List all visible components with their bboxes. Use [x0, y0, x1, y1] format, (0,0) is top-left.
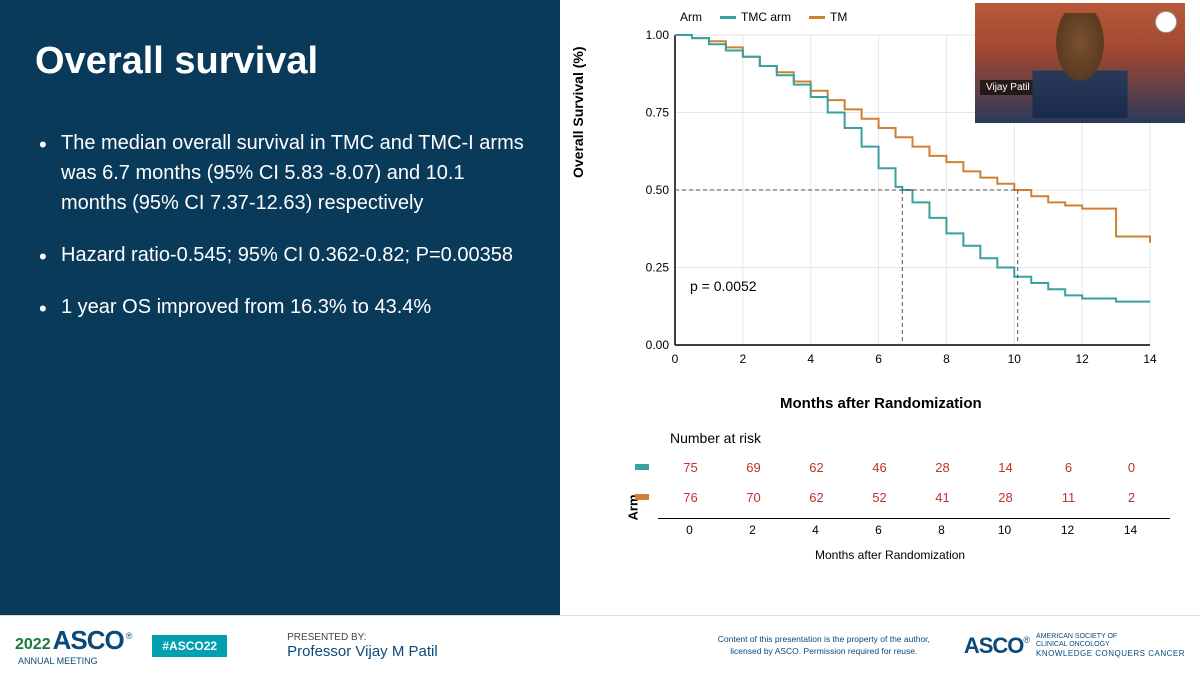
svg-text:4: 4 [807, 352, 814, 366]
reg-mark: ® [126, 631, 133, 641]
footer: 2022 ASCO ® ANNUAL MEETING #ASCO22 PRESE… [0, 615, 1200, 675]
legend-swatch [809, 16, 825, 19]
slide-title: Overall survival [35, 40, 532, 83]
presented-by: PRESENTED BY: Professor Vijay M Patil [287, 632, 438, 660]
presenter-video: Vijay Patil [975, 3, 1185, 123]
chart-legend: Arm TMC arm TM [680, 10, 847, 24]
badge-icon [1155, 11, 1177, 33]
footer-year: 2022 [15, 636, 51, 654]
svg-text:0.75: 0.75 [646, 106, 670, 120]
disclaimer: Content of this presentation is the prop… [704, 634, 944, 656]
presented-by-name: Professor Vijay M Patil [287, 643, 438, 660]
svg-text:0.25: 0.25 [646, 261, 670, 275]
asco-logo: 2022 ASCO ® [15, 625, 132, 656]
risk-table-title: Number at risk [670, 430, 761, 446]
svg-text:1.00: 1.00 [646, 30, 670, 42]
x-axis-label: Months after Randomization [780, 395, 982, 412]
footer-logo-block: 2022 ASCO ® ANNUAL MEETING [15, 625, 132, 666]
bullet-item: The median overall survival in TMC and T… [35, 128, 532, 218]
svg-text:6: 6 [875, 352, 882, 366]
footer-brand: ASCO [53, 625, 124, 656]
footer-sub: ANNUAL MEETING [18, 656, 132, 666]
legend-swatch [720, 16, 736, 19]
bullet-item: 1 year OS improved from 16.3% to 43.4% [35, 292, 532, 322]
hashtag-badge: #ASCO22 [152, 635, 227, 657]
slide: Overall survival The median overall surv… [0, 0, 1200, 615]
risk-axis: 02468101214 [658, 518, 1170, 537]
y-axis-label: Overall Survival (%) [570, 46, 586, 178]
svg-text:14: 14 [1143, 352, 1157, 366]
svg-text:0.00: 0.00 [646, 338, 670, 352]
legend-label: Arm [680, 10, 702, 24]
presenter-name-overlay: Vijay Patil [980, 80, 1036, 95]
svg-text:12: 12 [1075, 352, 1089, 366]
svg-text:10: 10 [1008, 352, 1022, 366]
left-panel: Overall survival The median overall surv… [0, 0, 560, 615]
risk-x-label: Months after Randomization [815, 548, 965, 562]
bullet-list: The median overall survival in TMC and T… [35, 128, 532, 322]
svg-text:8: 8 [943, 352, 950, 366]
legend-text: TM [830, 10, 847, 24]
svg-text:0: 0 [672, 352, 679, 366]
svg-text:0.50: 0.50 [646, 183, 670, 197]
legend-item: TMC arm [720, 10, 791, 24]
right-panel: Arm TMC arm TM Overall Survival (%) 0.00… [560, 0, 1200, 615]
asco-logo-right: ASCO® [964, 633, 1030, 659]
legend-text: TMC arm [741, 10, 791, 24]
svg-text:2: 2 [740, 352, 747, 366]
footer-right-logo: ASCO® AMERICAN SOCIETY OF CLINICAL ONCOL… [964, 633, 1185, 659]
legend-item: TM [809, 10, 847, 24]
p-value: p = 0.0052 [690, 278, 757, 294]
bullet-item: Hazard ratio-0.545; 95% CI 0.362-0.82; P… [35, 240, 532, 270]
presented-by-label: PRESENTED BY: [287, 632, 438, 643]
person-silhouette [1033, 13, 1128, 118]
risk-table: 75696246281460767062524128112 [635, 452, 1170, 512]
footer-right-text: AMERICAN SOCIETY OF CLINICAL ONCOLOGY KN… [1036, 633, 1185, 659]
